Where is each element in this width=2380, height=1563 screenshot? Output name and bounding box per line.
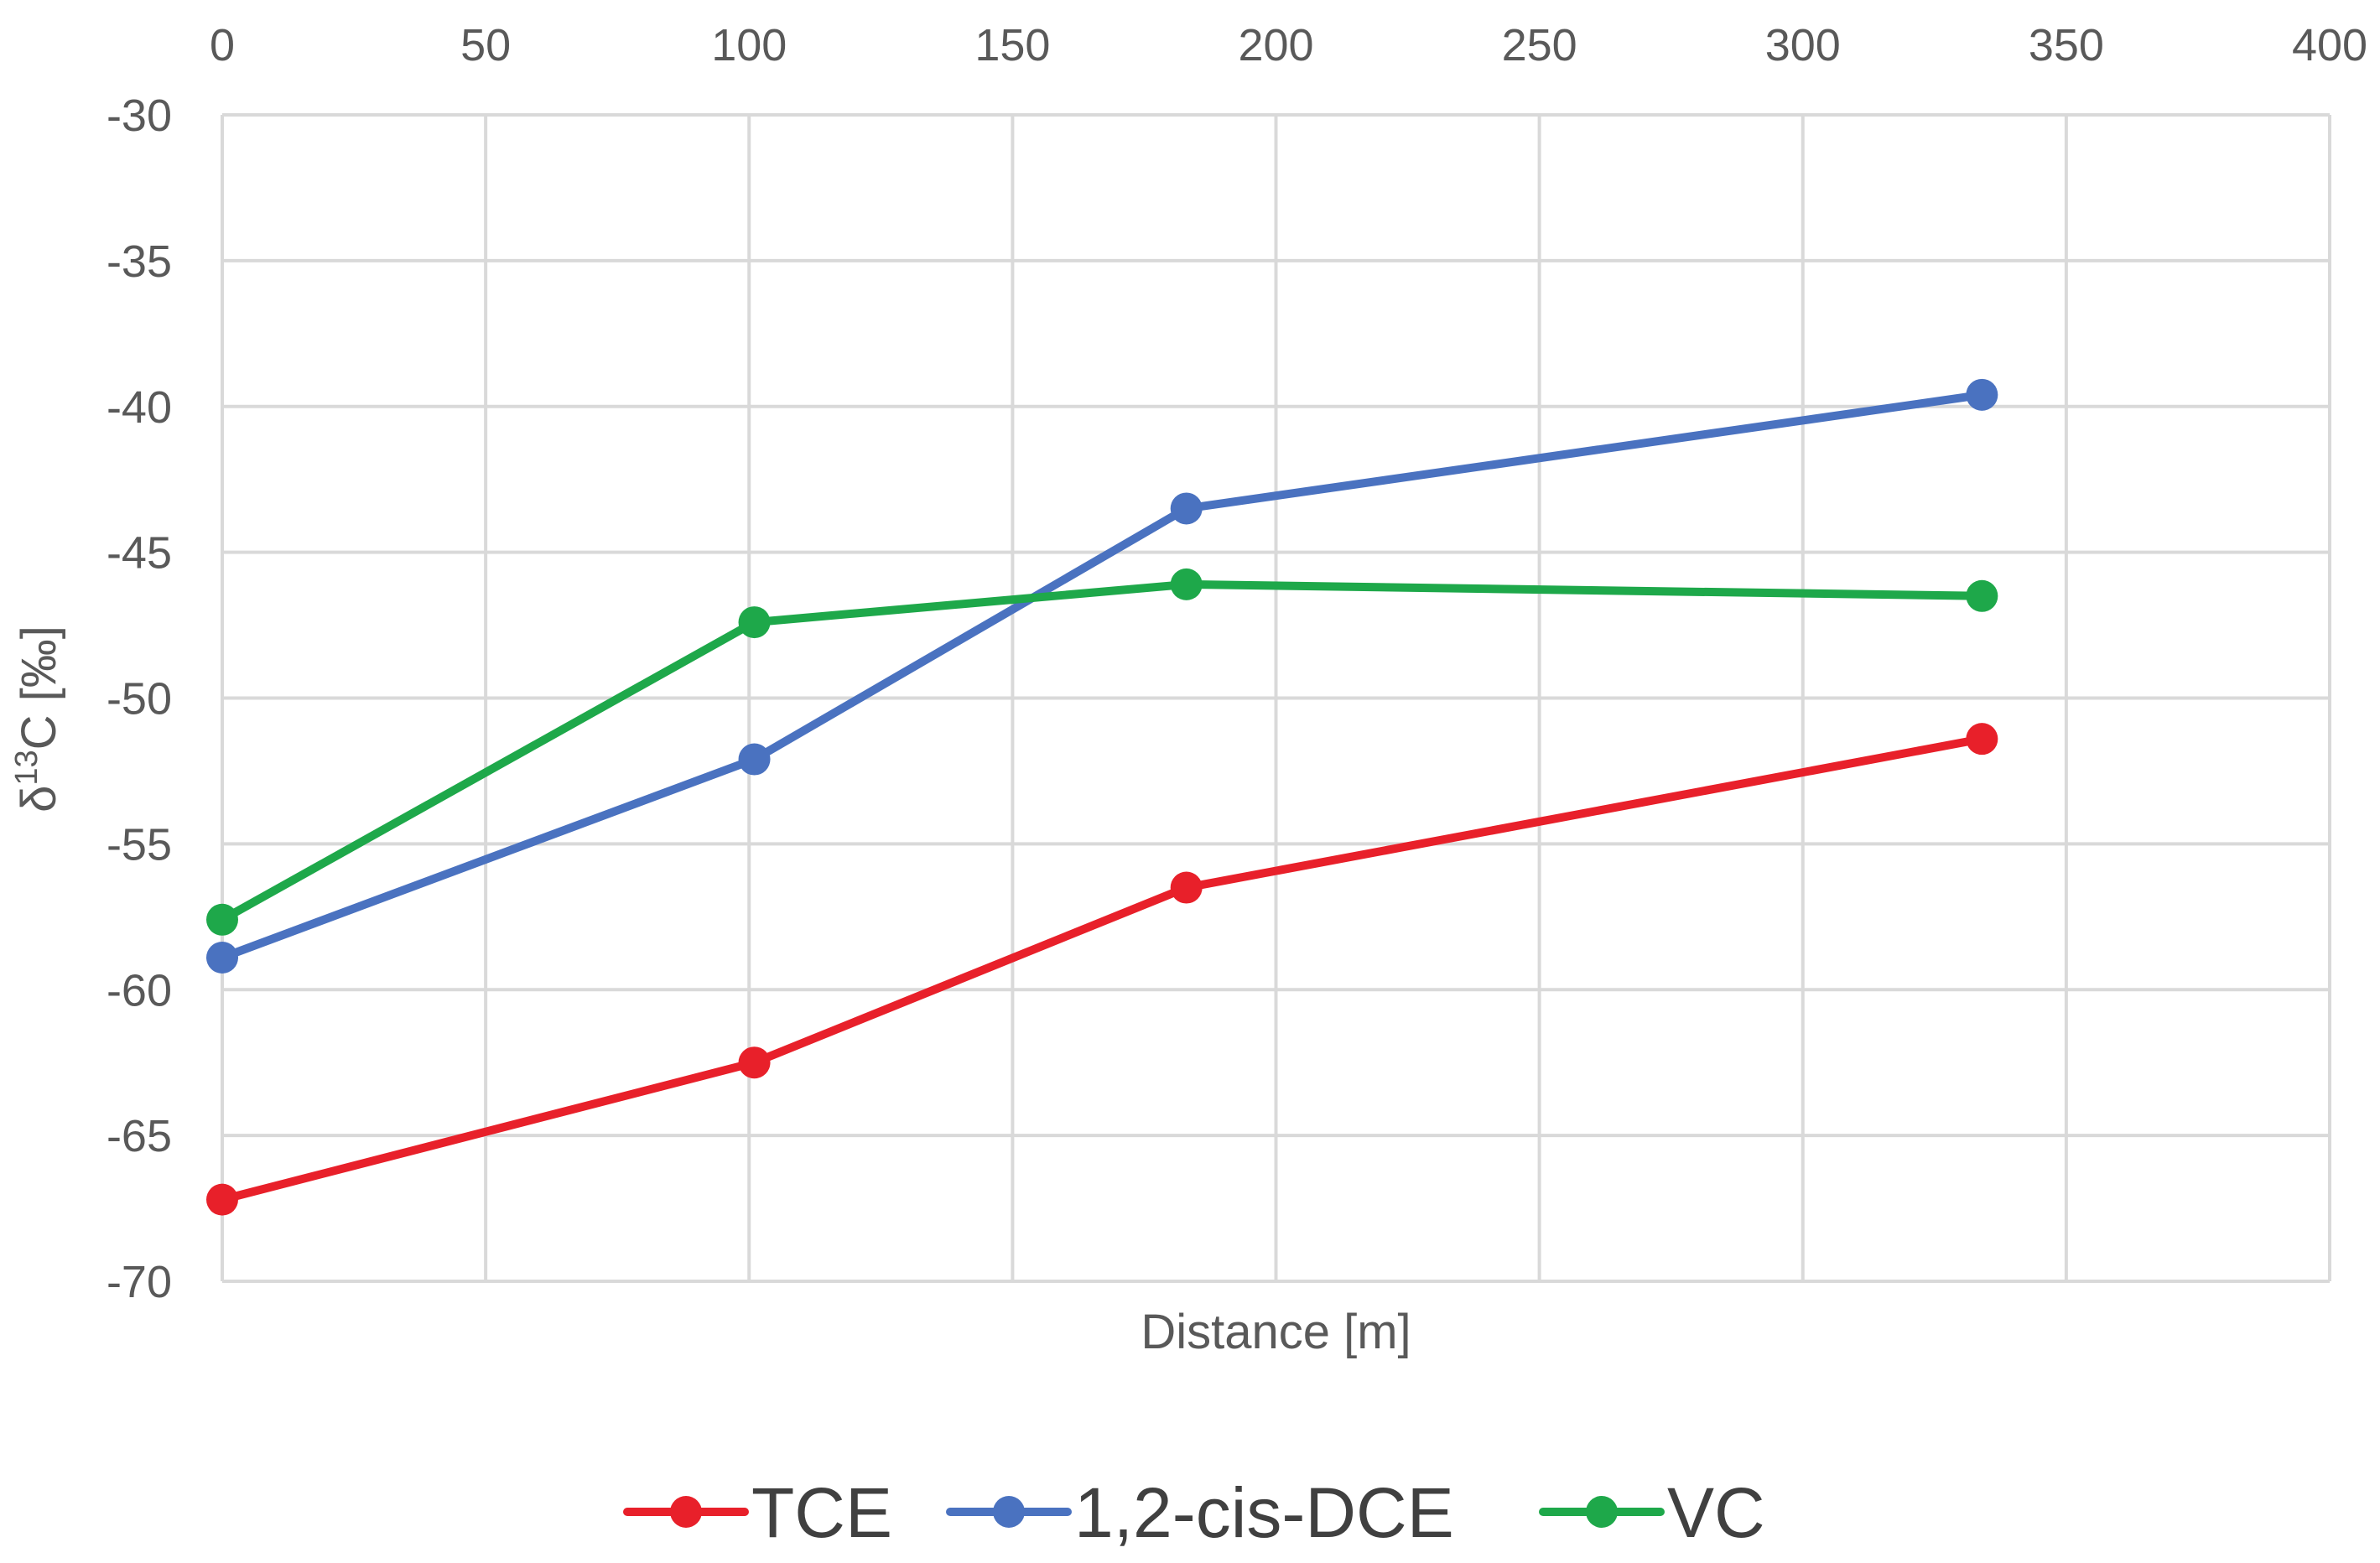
legend-marker: [1586, 1496, 1618, 1528]
y-tick-label: -65: [107, 1111, 172, 1161]
series-1,2-cis-DCE: [206, 378, 1998, 974]
legend-marker: [670, 1496, 702, 1528]
data-point: [1170, 568, 1203, 600]
x-axis-title: Distance [m]: [1141, 1305, 1411, 1359]
y-axis-title: δ13C [‰]: [9, 626, 66, 813]
y-axis-title-symbol: δ: [12, 786, 66, 813]
legend: TCE 1,2-cis-DCE VC: [623, 1473, 1765, 1552]
series-VC: [206, 568, 1998, 936]
legend-label: 1,2-cis-DCE: [1074, 1473, 1454, 1552]
y-tick-label: -70: [107, 1257, 172, 1307]
x-tick-labels: 0 50 100 150 200 250 300 350 400: [210, 20, 2367, 70]
x-tick-label: 150: [974, 20, 1050, 70]
data-point: [738, 743, 771, 776]
data-point: [206, 1183, 238, 1216]
x-tick-label: 200: [1238, 20, 1313, 70]
data-point: [206, 903, 238, 936]
x-tick-label: 300: [1765, 20, 1841, 70]
grid: [221, 113, 2331, 1283]
y-axis-title-unit: C [‰]: [12, 626, 66, 750]
y-tick-label: -40: [107, 382, 172, 433]
y-tick-labels: -30 -35 -40 -45 -50 -55 -60 -65 -70: [107, 91, 172, 1307]
series-TCE: [206, 723, 1998, 1216]
x-tick-label: 0: [210, 20, 235, 70]
data-point: [206, 941, 238, 974]
x-tick-label: 50: [460, 20, 511, 70]
y-tick-label: -55: [107, 819, 172, 870]
legend-label: VC: [1667, 1473, 1765, 1552]
series-line: [218, 390, 1987, 962]
series-group: [206, 378, 1998, 1216]
data-point: [738, 606, 771, 639]
y-tick-label: -35: [107, 236, 172, 287]
y-axis-title-superscript: 13: [9, 750, 44, 785]
x-tick-label: 400: [2292, 20, 2367, 70]
legend-item-TCE: TCE: [623, 1473, 892, 1552]
x-tick-label: 250: [1502, 20, 1577, 70]
x-tick-label: 100: [711, 20, 787, 70]
y-tick-label: -45: [107, 528, 172, 579]
y-tick-label: -60: [107, 965, 172, 1015]
y-tick-label: -50: [107, 674, 172, 724]
y-tick-label: -30: [107, 91, 172, 141]
x-tick-label: 350: [2029, 20, 2104, 70]
data-point: [1170, 492, 1203, 525]
data-point: [1170, 871, 1203, 904]
series-line: [218, 579, 1987, 924]
legend-item-VC: VC: [1539, 1473, 1765, 1552]
data-point: [1966, 579, 1998, 612]
legend-item-1,2-cis-DCE: 1,2-cis-DCE: [946, 1473, 1454, 1552]
legend-label: TCE: [751, 1473, 892, 1552]
data-point: [1966, 378, 1998, 411]
series-line: [218, 735, 1987, 1204]
data-point: [738, 1046, 771, 1079]
legend-marker: [993, 1496, 1025, 1528]
data-point: [1966, 723, 1998, 756]
